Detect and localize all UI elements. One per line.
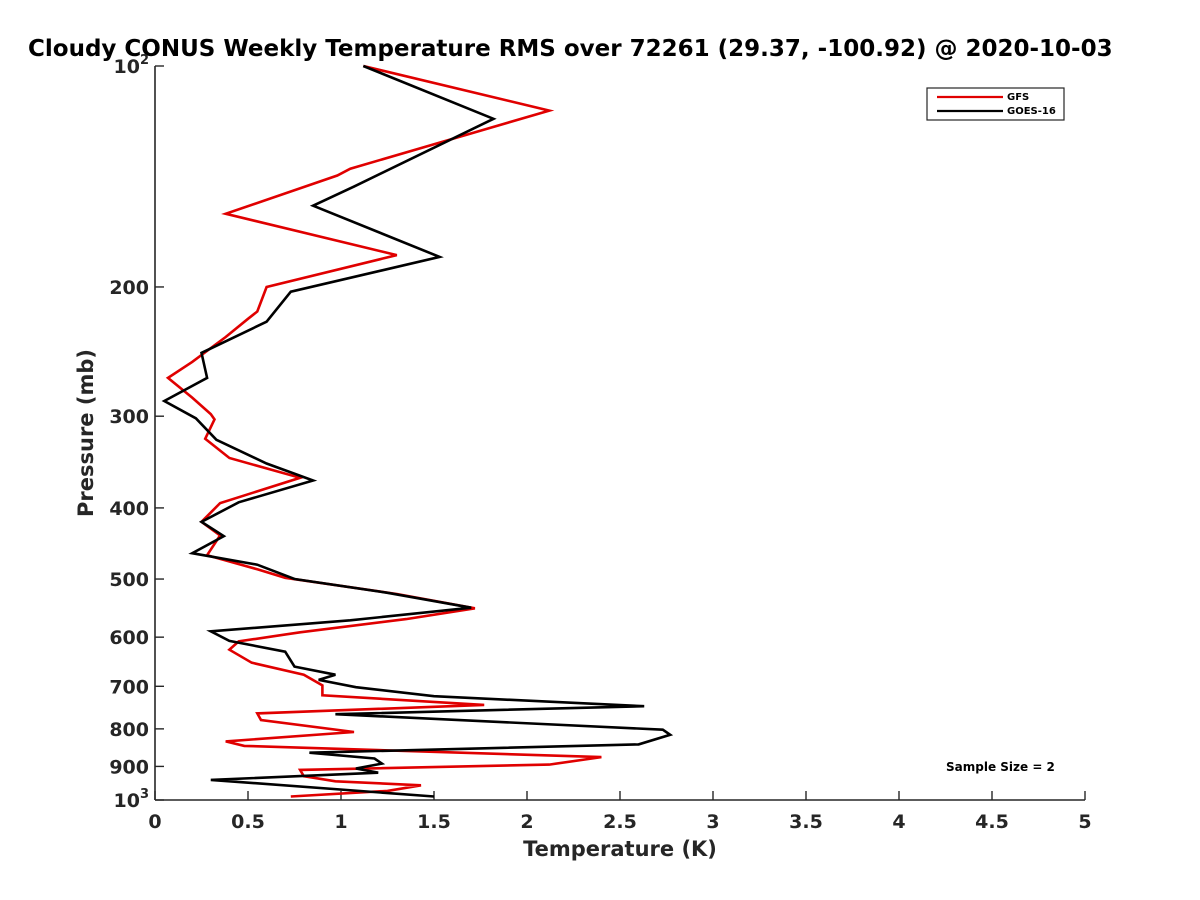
x-ticks: 0 0.5 1 1.5 2 2.5 3 3.5 4 4.5 5 xyxy=(148,791,1092,833)
y-tick-exponent: 3 xyxy=(140,787,149,802)
legend-goes16-label: GOES-16 xyxy=(1007,106,1056,117)
plot-area: 0 0.5 1 1.5 2 2.5 3 3.5 4 4.5 5 102200300400500600… xyxy=(109,53,1091,833)
y-tick-base: 700 xyxy=(109,676,149,698)
y-tick-base: 500 xyxy=(109,569,149,591)
y-tick-label: 900 xyxy=(109,756,149,778)
series-line-goes-16 xyxy=(161,64,674,798)
x-tick-label: 3.5 xyxy=(789,811,823,833)
y-tick-label: 200 xyxy=(109,277,149,299)
series-line-gfs xyxy=(165,64,602,798)
x-tick-label: 3 xyxy=(706,811,719,833)
x-tick-label: 0 xyxy=(148,811,161,833)
x-tick-label: 2.5 xyxy=(603,811,637,833)
legend-box xyxy=(926,87,1065,121)
y-tick-label: 600 xyxy=(109,627,149,649)
y-tick-base: 600 xyxy=(109,627,149,649)
y-tick-base: 300 xyxy=(109,406,149,428)
y-tick-label: 103 xyxy=(114,787,150,812)
y-tick-base: 900 xyxy=(109,756,149,778)
legend-gfs-label: GFS xyxy=(1007,92,1029,103)
y-tick-label: 300 xyxy=(109,406,149,428)
x-tick-label: 1 xyxy=(334,811,347,833)
x-tick-label: 2 xyxy=(520,811,533,833)
x-tick-label: 5 xyxy=(1078,811,1091,833)
y-tick-base: 10 xyxy=(114,790,140,812)
chart-title: Cloudy CONUS Weekly Temperature RMS over… xyxy=(28,36,1113,62)
x-tick-label: 1.5 xyxy=(417,811,451,833)
y-tick-base: 200 xyxy=(109,277,149,299)
y-tick-exponent: 2 xyxy=(140,53,149,68)
y-axis-label: Pressure (mb) xyxy=(74,349,98,517)
y-tick-label: 102 xyxy=(114,53,150,78)
x-tick-label: 4.5 xyxy=(975,811,1009,833)
x-axis-label: Temperature (K) xyxy=(523,837,717,861)
y-tick-label: 700 xyxy=(109,676,149,698)
series-lines xyxy=(161,64,674,798)
y-tick-label: 500 xyxy=(109,569,149,591)
legend: GFS GOES-16 xyxy=(926,87,1065,121)
y-tick-label: 800 xyxy=(109,719,149,741)
y-tick-base: 800 xyxy=(109,719,149,741)
y-tick-base: 400 xyxy=(109,498,149,520)
y-tick-label: 400 xyxy=(109,498,149,520)
x-tick-label: 0.5 xyxy=(231,811,265,833)
y-tick-base: 10 xyxy=(114,56,140,78)
x-tick-label: 4 xyxy=(892,811,905,833)
sample-size-annotation: Sample Size = 2 xyxy=(946,760,1055,774)
